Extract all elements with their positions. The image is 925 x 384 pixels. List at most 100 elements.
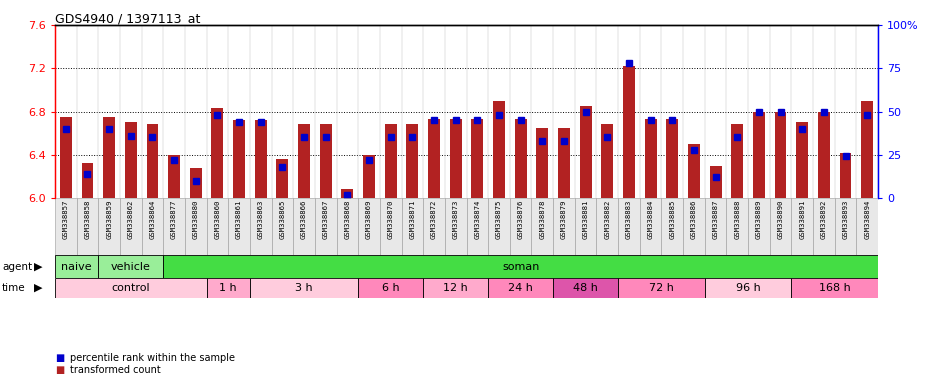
Text: 168 h: 168 h — [819, 283, 851, 293]
Text: GSM338891: GSM338891 — [799, 200, 805, 239]
Bar — [55, 198, 77, 255]
Bar — [358, 278, 423, 298]
Text: 48 h: 48 h — [574, 283, 598, 293]
Text: GSM338889: GSM338889 — [756, 200, 762, 239]
Text: soman: soman — [502, 262, 539, 271]
Text: vehicle: vehicle — [111, 262, 151, 271]
Bar — [445, 198, 466, 255]
Text: GSM338864: GSM338864 — [150, 200, 155, 239]
Bar — [770, 198, 792, 255]
Bar — [580, 106, 592, 198]
Bar — [709, 166, 722, 198]
Bar — [81, 164, 93, 198]
Text: 3 h: 3 h — [295, 283, 313, 293]
Bar — [688, 144, 700, 198]
Text: GSM338872: GSM338872 — [431, 200, 437, 239]
Text: GSM338873: GSM338873 — [452, 200, 459, 239]
Bar — [406, 124, 418, 198]
Bar — [254, 120, 266, 198]
Bar — [125, 122, 137, 198]
Bar — [510, 198, 532, 255]
Bar — [120, 198, 142, 255]
Text: control: control — [112, 283, 150, 293]
Text: GSM338882: GSM338882 — [604, 200, 610, 239]
Text: GSM338874: GSM338874 — [475, 200, 480, 239]
Text: GSM338875: GSM338875 — [496, 200, 502, 239]
Bar — [488, 198, 510, 255]
Text: naive: naive — [61, 262, 92, 271]
Text: GSM338863: GSM338863 — [258, 200, 264, 239]
Text: GSM338862: GSM338862 — [128, 200, 134, 239]
Bar — [272, 198, 293, 255]
Bar — [277, 159, 289, 198]
Bar — [640, 198, 661, 255]
Text: GSM338884: GSM338884 — [648, 200, 654, 239]
Text: 24 h: 24 h — [508, 283, 533, 293]
Bar — [618, 278, 705, 298]
Bar — [146, 124, 158, 198]
Bar — [228, 198, 250, 255]
Bar — [55, 255, 98, 278]
Bar — [732, 124, 743, 198]
Bar — [185, 198, 206, 255]
Bar — [536, 128, 549, 198]
Bar — [341, 189, 353, 198]
Bar — [298, 124, 310, 198]
Bar — [293, 198, 315, 255]
Text: GSM338861: GSM338861 — [236, 200, 242, 239]
Text: GSM338894: GSM338894 — [864, 200, 870, 239]
Bar — [488, 278, 553, 298]
Bar — [618, 198, 640, 255]
Bar — [623, 66, 635, 198]
Bar — [358, 198, 380, 255]
Bar — [493, 101, 505, 198]
Bar — [792, 278, 878, 298]
Bar — [314, 198, 337, 255]
Text: GSM338878: GSM338878 — [539, 200, 546, 239]
Bar — [164, 198, 185, 255]
Bar — [683, 198, 705, 255]
Bar — [423, 278, 488, 298]
Bar — [55, 278, 206, 298]
Bar — [705, 278, 792, 298]
Text: 72 h: 72 h — [649, 283, 673, 293]
Text: GSM338857: GSM338857 — [63, 200, 68, 239]
Bar — [792, 198, 813, 255]
Bar — [514, 119, 526, 198]
Bar — [212, 108, 224, 198]
Text: GSM338866: GSM338866 — [301, 200, 307, 239]
Text: GSM338879: GSM338879 — [561, 200, 567, 239]
Text: GDS4940 / 1397113_at: GDS4940 / 1397113_at — [55, 12, 201, 25]
Bar — [472, 119, 483, 198]
Bar — [77, 198, 98, 255]
Bar — [385, 124, 397, 198]
Text: 12 h: 12 h — [443, 283, 468, 293]
Bar — [380, 198, 401, 255]
Text: GSM338865: GSM338865 — [279, 200, 286, 239]
Bar — [98, 198, 120, 255]
Bar — [553, 198, 574, 255]
Bar — [661, 198, 683, 255]
Bar — [142, 198, 164, 255]
Bar — [861, 101, 873, 198]
Text: GSM338870: GSM338870 — [388, 200, 394, 239]
Text: GSM338868: GSM338868 — [344, 200, 351, 239]
Text: ■: ■ — [55, 365, 64, 375]
Text: 1 h: 1 h — [219, 283, 237, 293]
Text: GSM338890: GSM338890 — [778, 200, 783, 239]
Text: transformed count: transformed count — [69, 365, 161, 375]
Bar — [774, 111, 786, 198]
Bar — [532, 198, 553, 255]
Text: 96 h: 96 h — [735, 283, 760, 293]
Bar — [857, 198, 878, 255]
Bar — [645, 119, 657, 198]
Bar — [553, 278, 618, 298]
Bar — [190, 168, 202, 198]
Text: GSM338880: GSM338880 — [192, 200, 199, 239]
Bar — [250, 278, 358, 298]
Text: GSM338859: GSM338859 — [106, 200, 112, 239]
Text: percentile rank within the sample: percentile rank within the sample — [69, 353, 235, 363]
Bar — [206, 278, 250, 298]
Bar — [813, 198, 834, 255]
Bar — [840, 152, 852, 198]
